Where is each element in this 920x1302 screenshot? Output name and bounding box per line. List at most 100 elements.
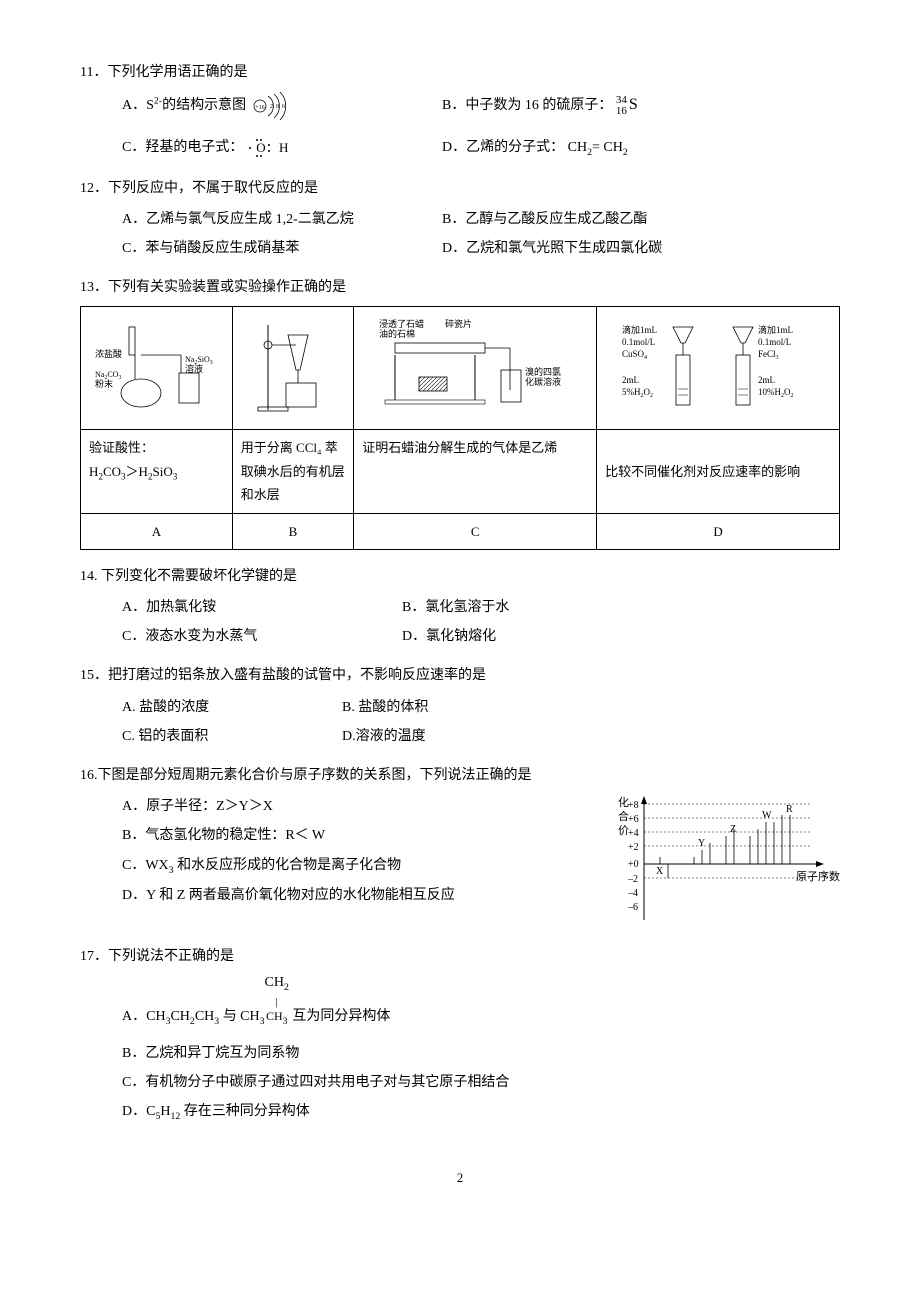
opt-D: D．乙烷和氯气光照下生成四氯化碳	[442, 236, 662, 261]
qnum: 17	[80, 949, 94, 964]
text: C．羟基的电子式：	[122, 140, 243, 155]
label: 油的石棉	[379, 328, 415, 339]
text: 存在三种同分异构体	[180, 1104, 310, 1119]
text: 的结构示意图	[162, 98, 246, 113]
opt-A: A．乙烯与氯气反应生成 1,2-二氯乙烷	[122, 207, 402, 232]
label: 2mL	[758, 375, 775, 385]
label: 滴加1mL	[758, 324, 793, 335]
qnum: 11	[80, 65, 93, 80]
label: 粉末	[95, 378, 113, 389]
opt-D: D．Y 和 Z 两者最高价氧化物对应的水化物能相互反应	[122, 883, 455, 908]
svg-text:X: X	[656, 866, 664, 877]
text: CH	[265, 975, 284, 990]
stem: 17．下列说法不正确的是	[80, 944, 840, 969]
opt-A: A．原子半径：Z＞Y＞X	[122, 794, 273, 819]
text: CH	[195, 1009, 214, 1024]
cell-desc-C: 证明石蜡油分解生成的气体是乙烯	[354, 430, 597, 513]
svg-text:H: H	[279, 140, 288, 155]
cell-img-B	[232, 307, 353, 430]
text: A．S	[122, 98, 154, 113]
text: D．乙烯的分子式： CH	[442, 140, 587, 155]
label: 碎瓷片	[445, 318, 472, 329]
text: CH	[170, 1009, 189, 1024]
sub: 2	[284, 982, 289, 993]
question-14: 14. 下列变化不需要破坏化学键的是 A．加热氯化铵 B．氯化氢溶于水 C．液态…	[80, 564, 840, 650]
options: A．加热氯化铵 B．氯化氢溶于水 C．液态水变为水蒸气 D．氯化钠熔化	[80, 595, 840, 649]
option-table: 浓盐酸 Na2CO3 粉末 Na2SiO3 溶液	[80, 306, 840, 550]
stem: 14. 下列变化不需要破坏化学键的是	[80, 564, 840, 589]
svg-text:O: O	[256, 140, 265, 155]
qnum: 12	[80, 181, 94, 196]
opt-C: C．羟基的电子式： O H	[122, 135, 402, 161]
text: 和水反应形成的化合物是离子化合物	[174, 858, 402, 873]
label: 2mL	[622, 375, 639, 385]
opt-B: B．乙烷和异丁烷互为同系物	[122, 1041, 299, 1066]
svg-text:R: R	[786, 804, 793, 815]
letters: X Y Z W R	[656, 804, 793, 877]
svg-text:–4: –4	[627, 888, 638, 899]
opt-B: B. 盐酸的体积	[342, 695, 428, 720]
svg-text:Z: Z	[730, 824, 736, 835]
qnum: 15	[80, 668, 94, 683]
valence-chart-icon: 化 合 价 原子序数 +8 +6 +4 +2 +0 –2 –4 –6	[610, 790, 840, 930]
qnum: 14	[80, 569, 94, 584]
text: B．中子数为 16 的硫原子：	[442, 98, 612, 113]
question-13: 13．下列有关实验装置或实验操作正确的是 浓盐酸 Na2CO3 粉末 Na2Si…	[80, 275, 840, 550]
opt-B: B．氯化氢溶于水	[402, 595, 509, 620]
opt-C: C．WX3 和水反应形成的化合物是离子化合物	[122, 853, 401, 879]
text: D．C	[122, 1104, 155, 1119]
options: A. 盐酸的浓度 B. 盐酸的体积 C. 铝的表面积 D.溶液的温度	[80, 695, 840, 749]
stem-text: 下列说法不正确的是	[108, 949, 234, 964]
text: 验证酸性：	[89, 440, 154, 455]
formula: H2CO3＞H2SiO3	[89, 464, 177, 479]
stem-text: 下列化学用语正确的是	[107, 65, 247, 80]
question-11: 11．下列化学用语正确的是 A．S2-的结构示意图 +16 2 8 6 B．中子…	[80, 60, 840, 162]
svg-text:–6: –6	[627, 902, 638, 913]
text: A．CH	[122, 1009, 166, 1024]
stem-text: 下图是部分短周期元素化合价与原子序数的关系图，下列说法正确的是	[98, 768, 532, 783]
svg-text:+8: +8	[628, 800, 639, 811]
opt-D: D．乙烯的分子式： CH2= CH2	[442, 135, 628, 161]
stem: 12．下列反应中，不属于取代反应的是	[80, 176, 840, 201]
opt-A: A．加热氯化铵	[122, 595, 362, 620]
cell-desc-D: 比较不同催化剂对反应速率的影响	[597, 430, 840, 513]
yticks: +8 +6 +4 +2 +0 –2 –4 –6	[627, 800, 639, 913]
question-17: 17．下列说法不正确的是 A．CH3CH2CH3 与 CH3CH2|CH3 互为…	[80, 944, 840, 1125]
xlab: 原子序数	[796, 869, 840, 883]
label: 溶液	[185, 363, 203, 374]
atom-shell-icon: +16 2 8 6	[250, 91, 290, 121]
opt-A: A. 盐酸的浓度	[122, 695, 302, 720]
apparatus-D-icon: 滴加1mL 0.1mol/L CuSO4 2mL 5%H2O2 滴加1mL 0.…	[618, 315, 818, 415]
svg-text:–2: –2	[627, 874, 638, 885]
text: 比较不同催化剂对反应速率的影响	[605, 464, 800, 479]
cell-img-D: 滴加1mL 0.1mol/L CuSO4 2mL 5%H2O2 滴加1mL 0.…	[597, 307, 840, 430]
electron-formula-icon: O H	[247, 138, 291, 158]
label: 浓盐酸	[95, 348, 122, 359]
cell-lab-C: C	[354, 513, 597, 549]
stem-text: 下列反应中，不属于取代反应的是	[108, 181, 318, 196]
bot: 16	[616, 105, 627, 117]
question-16: 16.下图是部分短周期元素化合价与原子序数的关系图，下列说法正确的是 化 合 价…	[80, 763, 840, 930]
opt-B: B．乙醇与乙酸反应生成乙酸乙酯	[442, 207, 647, 232]
bars	[660, 815, 790, 878]
cell-lab-D: D	[597, 513, 840, 549]
label: 滴加1mL	[622, 324, 657, 335]
opt-D: D．C5H12 存在三种同分异构体	[122, 1099, 310, 1125]
qnum: 13	[80, 280, 94, 295]
stem: 13．下列有关实验装置或实验操作正确的是	[80, 275, 840, 300]
cell-img-A: 浓盐酸 Na2CO3 粉末 Na2SiO3 溶液	[81, 307, 233, 430]
text: 互为同分异构体	[289, 1009, 391, 1024]
options: A．乙烯与氯气反应生成 1,2-二氯乙烷 B．乙醇与乙酸反应生成乙酸乙酯 C．苯…	[80, 207, 840, 261]
text: C．WX	[122, 858, 169, 873]
opt-C: C. 铝的表面积	[122, 724, 302, 749]
svg-text:W: W	[762, 810, 772, 821]
opt-A: A．CH3CH2CH3 与 CH3CH2|CH3 互为同分异构体	[122, 975, 390, 1030]
opt-C: C．有机物分子中碳原子通过四对共用电子对与其它原子相结合	[122, 1070, 509, 1095]
apparatus-A-icon: 浓盐酸 Na2CO3 粉末 Na2SiO3 溶液	[91, 315, 221, 415]
cell-desc-A: 验证酸性： H2CO3＞H2SiO3	[81, 430, 233, 513]
svg-text:8: 8	[276, 104, 279, 110]
sub: 2	[623, 147, 628, 158]
opt-B: B．中子数为 16 的硫原子： 34 16 S	[442, 91, 638, 121]
text: CH	[266, 1009, 283, 1023]
label: 10%H2O2	[758, 387, 794, 399]
